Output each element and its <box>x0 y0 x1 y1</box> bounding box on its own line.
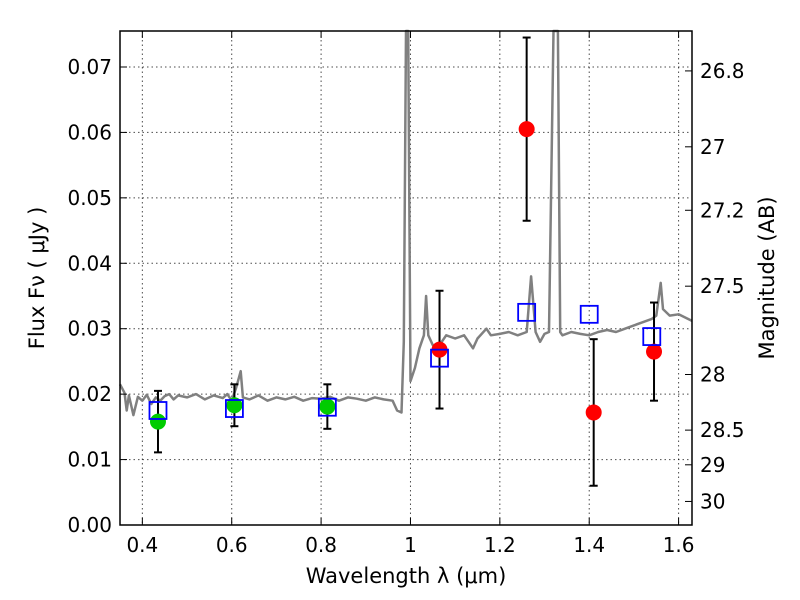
y-tick-label: 0.00 <box>67 513 112 537</box>
right-tick-label: 27.5 <box>700 274 745 298</box>
model-point <box>430 348 449 368</box>
model-point <box>224 399 244 418</box>
spectrum-layer <box>118 29 693 417</box>
x-axis-label: Wavelength λ (μm) <box>306 564 507 588</box>
data-markers <box>148 121 663 430</box>
plot-frame <box>119 30 693 526</box>
model-point <box>148 401 168 420</box>
right-tick-label: 28.5 <box>700 418 745 442</box>
y-tick-label: 0.06 <box>67 120 112 144</box>
data-point <box>646 343 663 360</box>
x-tick-label: 1.2 <box>484 533 516 557</box>
x-tick-label: 1 <box>404 533 417 557</box>
y-axis-label: Flux Fν ( μJy ) <box>25 207 49 350</box>
x-tick-label: 1.6 <box>663 533 695 557</box>
data-point <box>149 413 166 430</box>
x-tick-label: 0.6 <box>216 533 248 557</box>
model-point <box>317 397 337 417</box>
spectrum-line <box>118 29 693 417</box>
y-tick-label: 0.02 <box>67 382 112 406</box>
right-tick-label: 30 <box>700 489 725 513</box>
right-tick-label: 28 <box>700 363 725 387</box>
data-point <box>518 121 535 138</box>
model-point <box>579 304 599 324</box>
y-tick-label: 0.05 <box>67 186 112 210</box>
model-point <box>642 327 662 346</box>
right-tick-label: 26.8 <box>700 59 745 83</box>
right-axis-label: Magnitude (AB) <box>755 196 779 359</box>
right-tick-label: 27 <box>700 135 725 159</box>
y-tick-label: 0.07 <box>67 55 112 79</box>
data-point <box>319 398 336 415</box>
x-tick-label: 0.4 <box>126 533 158 557</box>
ticks: 0.4 0.6 0.8 1 1.2 1.4 1.6 0.00 0.01 0.02 0.03 0.04 0… <box>67 31 745 557</box>
x-tick-label: 0.8 <box>305 533 337 557</box>
y-tick-label: 0.03 <box>67 317 112 341</box>
data-point <box>226 397 243 414</box>
right-tick-label: 29 <box>700 453 725 477</box>
right-tick-label: 27.2 <box>700 198 745 222</box>
data-point <box>585 404 602 421</box>
model-point <box>517 302 537 322</box>
y-tick-label: 0.04 <box>67 251 112 275</box>
y-tick-label: 0.01 <box>67 448 112 472</box>
x-tick-label: 1.4 <box>573 533 605 557</box>
